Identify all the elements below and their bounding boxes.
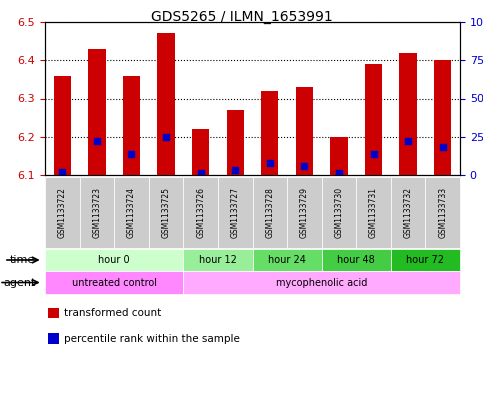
Point: [300, 163, 308, 169]
Point: [197, 170, 204, 176]
Bar: [365, 64, 382, 175]
Text: untreated control: untreated control: [71, 277, 156, 288]
Text: GSM1133731: GSM1133731: [369, 187, 378, 238]
Bar: [434, 60, 451, 175]
Text: hour 0: hour 0: [99, 255, 130, 265]
Text: GDS5265 / ILMN_1653991: GDS5265 / ILMN_1653991: [151, 10, 332, 24]
Point: [369, 151, 377, 157]
Text: transformed count: transformed count: [64, 308, 161, 318]
Bar: [157, 33, 175, 175]
Text: GSM1133728: GSM1133728: [265, 187, 274, 238]
Text: GSM1133730: GSM1133730: [334, 187, 343, 238]
Text: GSM1133724: GSM1133724: [127, 187, 136, 238]
Text: GSM1133722: GSM1133722: [58, 187, 67, 238]
Point: [266, 160, 274, 166]
Point: [93, 138, 101, 145]
Bar: [399, 53, 417, 175]
Text: GSM1133723: GSM1133723: [92, 187, 101, 238]
Text: GSM1133729: GSM1133729: [300, 187, 309, 238]
Bar: [296, 87, 313, 175]
Text: agent: agent: [3, 277, 35, 288]
Text: hour 72: hour 72: [406, 255, 444, 265]
Text: GSM1133733: GSM1133733: [438, 187, 447, 238]
Bar: [192, 129, 209, 175]
Bar: [261, 91, 278, 175]
Text: percentile rank within the sample: percentile rank within the sample: [64, 334, 240, 343]
Text: GSM1133726: GSM1133726: [196, 187, 205, 238]
Text: time: time: [10, 255, 35, 265]
Bar: [227, 110, 244, 175]
Point: [128, 151, 135, 157]
Point: [404, 138, 412, 145]
Bar: [330, 137, 348, 175]
Text: GSM1133732: GSM1133732: [404, 187, 412, 238]
Text: GSM1133725: GSM1133725: [161, 187, 170, 238]
Text: hour 48: hour 48: [337, 255, 375, 265]
Point: [58, 169, 66, 175]
Point: [162, 134, 170, 140]
Text: hour 24: hour 24: [268, 255, 306, 265]
Text: mycophenolic acid: mycophenolic acid: [276, 277, 368, 288]
Bar: [123, 75, 140, 175]
Point: [231, 167, 239, 174]
Point: [439, 144, 447, 151]
Text: hour 12: hour 12: [199, 255, 237, 265]
Point: [335, 170, 343, 176]
Bar: [88, 49, 105, 175]
Bar: [54, 75, 71, 175]
Text: GSM1133727: GSM1133727: [231, 187, 240, 238]
